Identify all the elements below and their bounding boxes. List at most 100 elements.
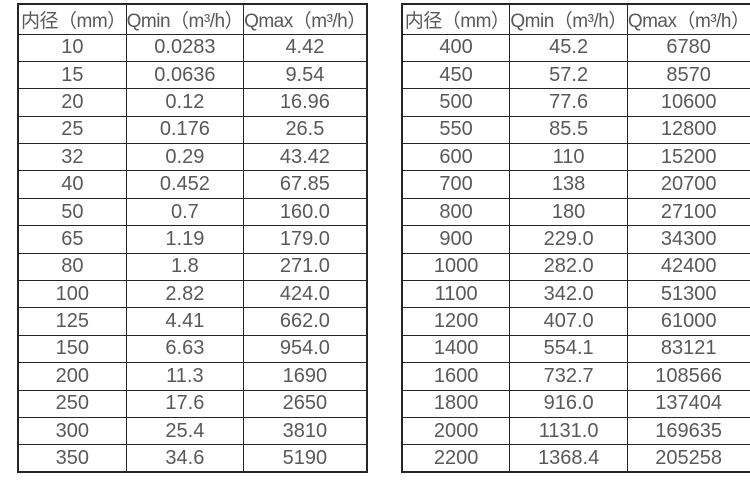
table-cell: 600 bbox=[401, 143, 511, 172]
table-cell: 179.0 bbox=[243, 225, 368, 254]
table-cell: 34.6 bbox=[125, 444, 245, 473]
table-cell: 15200 bbox=[626, 143, 750, 172]
table-cell: 26.5 bbox=[243, 115, 368, 145]
table-cell: 916.0 bbox=[509, 389, 628, 418]
table-cell: 10 bbox=[17, 33, 127, 62]
header-cell: 内径（mm） bbox=[401, 3, 511, 35]
header-row: 内径（mm） Qmin（m³/h） Qmax（m³/h） bbox=[401, 3, 750, 35]
table-cell: 0.12 bbox=[125, 88, 245, 117]
table-cell: 17.6 bbox=[125, 389, 245, 418]
table-cell: 271.0 bbox=[243, 252, 368, 282]
table-cell: 169635 bbox=[626, 416, 750, 446]
table-cell: 20 bbox=[17, 88, 127, 117]
table-cell: 0.452 bbox=[125, 170, 245, 199]
table-cell: 229.0 bbox=[509, 225, 628, 254]
table-cell: 1368.4 bbox=[509, 444, 628, 473]
table-cell: 4.41 bbox=[125, 307, 245, 336]
table-cell: 0.0636 bbox=[125, 60, 245, 90]
header-cell: 内径（mm） bbox=[17, 3, 127, 35]
table-cell: 554.1 bbox=[509, 334, 628, 364]
table-cell: 12800 bbox=[626, 115, 750, 145]
table-row: 1000 282.0 42400 bbox=[401, 252, 750, 282]
table-row: 150 6.63 954.0 bbox=[17, 334, 368, 364]
table-row: 25 0.176 26.5 bbox=[17, 115, 368, 145]
table-cell: 150 bbox=[17, 334, 127, 364]
table-cell: 137404 bbox=[626, 389, 750, 418]
table-cell: 3810 bbox=[243, 416, 368, 446]
table-cell: 1800 bbox=[401, 389, 511, 418]
table-row: 600 110 15200 bbox=[401, 143, 750, 172]
table-row: 50 0.7 160.0 bbox=[17, 197, 368, 227]
header-cell: Qmax（m³/h） bbox=[626, 3, 750, 35]
table-cell: 450 bbox=[401, 60, 511, 90]
table-cell: 732.7 bbox=[509, 362, 628, 391]
table-cell: 2650 bbox=[243, 389, 368, 418]
table-cell: 43.42 bbox=[243, 143, 368, 172]
table-row: 400 45.2 6780 bbox=[401, 33, 750, 62]
table-cell: 300 bbox=[17, 416, 127, 446]
header-cell: Qmax（m³/h） bbox=[243, 3, 368, 35]
table-cell: 1000 bbox=[401, 252, 511, 282]
table-cell: 42400 bbox=[626, 252, 750, 282]
table-cell: 1.8 bbox=[125, 252, 245, 282]
table-cell: 108566 bbox=[626, 362, 750, 391]
table-row: 900 229.0 34300 bbox=[401, 225, 750, 254]
table-cell: 500 bbox=[401, 88, 511, 117]
table-cell: 0.29 bbox=[125, 143, 245, 172]
table-row: 32 0.29 43.42 bbox=[17, 143, 368, 172]
table-cell: 2.82 bbox=[125, 280, 245, 309]
table-cell: 0.7 bbox=[125, 197, 245, 227]
table-cell: 32 bbox=[17, 143, 127, 172]
table-cell: 67.85 bbox=[243, 170, 368, 199]
table-cell: 51300 bbox=[626, 280, 750, 309]
table-cell: 1400 bbox=[401, 334, 511, 364]
table-cell: 10600 bbox=[626, 88, 750, 117]
table-cell: 5190 bbox=[243, 444, 368, 473]
table-cell: 160.0 bbox=[243, 197, 368, 227]
table-cell: 954.0 bbox=[243, 334, 368, 364]
table-cell: 6.63 bbox=[125, 334, 245, 364]
table-cell: 282.0 bbox=[509, 252, 628, 282]
table-cell: 407.0 bbox=[509, 307, 628, 336]
table-cell: 25 bbox=[17, 115, 127, 145]
table-cell: 800 bbox=[401, 197, 511, 227]
table-cell: 45.2 bbox=[509, 33, 628, 62]
table-row: 40 0.452 67.85 bbox=[17, 170, 368, 199]
table-row: 80 1.8 271.0 bbox=[17, 252, 368, 282]
table-row: 125 4.41 662.0 bbox=[17, 307, 368, 336]
table-cell: 1600 bbox=[401, 362, 511, 391]
table-cell: 125 bbox=[17, 307, 127, 336]
header-cell: Qmin（m³/h） bbox=[509, 3, 628, 35]
table-cell: 40 bbox=[17, 170, 127, 199]
table-row: 1200 407.0 61000 bbox=[401, 307, 750, 336]
table-cell: 61000 bbox=[626, 307, 750, 336]
table-cell: 1131.0 bbox=[509, 416, 628, 446]
table-cell: 1100 bbox=[401, 280, 511, 309]
table-cell: 15 bbox=[17, 60, 127, 90]
table-cell: 400 bbox=[401, 33, 511, 62]
table-row: 350 34.6 5190 bbox=[17, 444, 368, 473]
table-cell: 83121 bbox=[626, 334, 750, 364]
table-row: 450 57.2 8570 bbox=[401, 60, 750, 90]
table-cell: 11.3 bbox=[125, 362, 245, 391]
table-cell: 8570 bbox=[626, 60, 750, 90]
table-cell: 1.19 bbox=[125, 225, 245, 254]
table-cell: 20700 bbox=[626, 170, 750, 199]
table-cell: 80 bbox=[17, 252, 127, 282]
table-cell: 4.42 bbox=[243, 33, 368, 62]
table-cell: 342.0 bbox=[509, 280, 628, 309]
flow-table-large-diameters: 内径（mm） Qmin（m³/h） Qmax（m³/h） 400 45.2 6780 450… bbox=[400, 3, 750, 474]
table-cell: 65 bbox=[17, 225, 127, 254]
table-cell: 25.4 bbox=[125, 416, 245, 446]
table-row: 15 0.0636 9.54 bbox=[17, 60, 368, 90]
table-cell: 50 bbox=[17, 197, 127, 227]
table-row: 200 11.3 1690 bbox=[17, 362, 368, 391]
table-row: 300 25.4 3810 bbox=[17, 416, 368, 446]
table-row: 1600 732.7 108566 bbox=[401, 362, 750, 391]
table-cell: 77.6 bbox=[509, 88, 628, 117]
table-row: 1100 342.0 51300 bbox=[401, 280, 750, 309]
table-cell: 205258 bbox=[626, 444, 750, 473]
table-cell: 200 bbox=[17, 362, 127, 391]
table-cell: 27100 bbox=[626, 197, 750, 227]
table-row: 250 17.6 2650 bbox=[17, 389, 368, 418]
